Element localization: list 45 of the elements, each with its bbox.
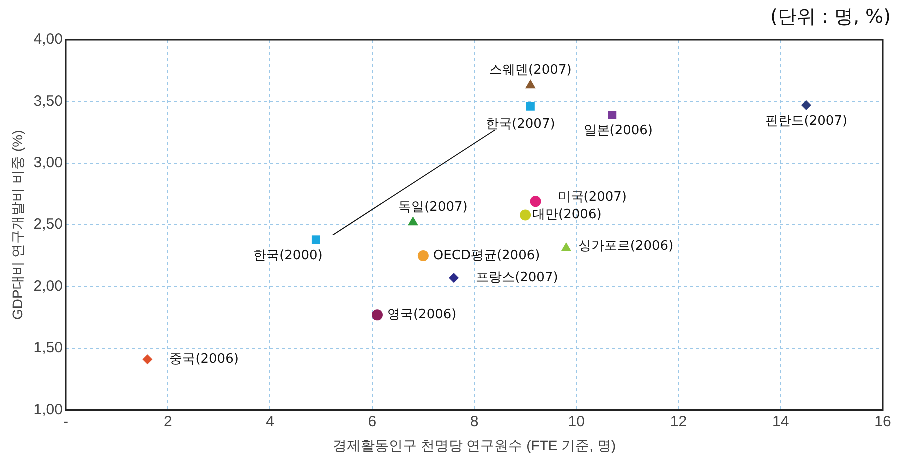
series-label: 중국(2006) [170,352,239,367]
x-tick-label: 14 [772,413,790,430]
y-tick-label: 3,50 [34,92,63,110]
series-label: 미국(2007) [558,190,628,206]
point [312,236,320,244]
point [525,80,536,89]
series-label: 싱가포르(2006) [578,238,674,254]
text: (단위 : 명, %) [770,5,891,30]
y-tick-label: 1,00 [34,401,63,418]
series-label: 한국(2007) [486,117,556,132]
y-axis-title: GDP대비 연구개발비 비중 (%) [9,130,26,320]
point [561,242,572,252]
point [372,310,383,321]
point [530,196,542,208]
series-label: 프랑스(2007) [476,270,558,286]
x-tick-label: 6 [368,413,377,430]
point [526,102,535,111]
y-tick-label: 4,00 [34,31,63,48]
x-axis-title: 경제활동인구 천명당 연구원수 (FTE 기준, 명) [332,437,616,454]
point [608,111,617,120]
x-tick-label: 12 [670,413,688,430]
series-label: 대만(2006) [532,208,602,223]
series-label: OECD평균(2006) [433,248,540,264]
point [520,210,532,221]
series-label: 한국(2000) [254,248,323,264]
x-tick-label: 16 [874,413,892,430]
x-tick-label: - [63,413,68,430]
series-label: 영국(2006) [387,308,457,323]
point [142,354,153,365]
series-label: 핀란드(2007) [765,114,848,129]
point [801,100,812,110]
point [408,216,418,226]
x-tick-label: 10 [568,413,585,430]
y-tick-label: 2,50 [34,216,63,234]
point [418,250,429,262]
y-tick-label: 1,50 [34,340,63,357]
x-tick-label: 2 [164,413,172,430]
point [449,273,460,284]
series-label: 독일(2007) [398,200,468,216]
series-label: 스웨덴(2007) [490,63,572,78]
x-tick-label: 8 [470,413,479,430]
series-label: 일본(2006) [584,124,653,139]
y-tick-label: 2,00 [34,278,63,295]
x-tick-label: 4 [266,413,274,430]
y-tick-label: 3,00 [34,154,63,172]
